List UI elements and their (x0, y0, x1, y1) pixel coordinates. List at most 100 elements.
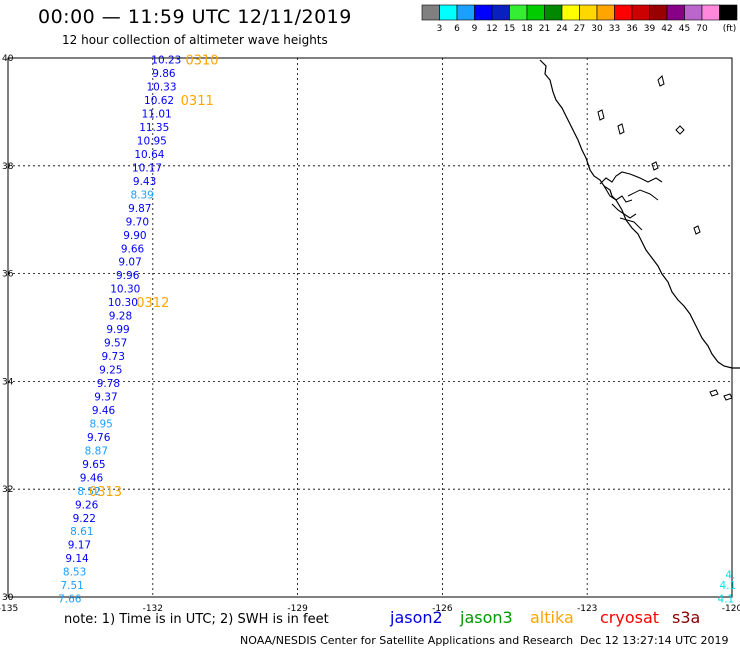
wave-height-value: 9.25 (99, 365, 122, 377)
legend-swatch (614, 4, 633, 21)
time-mark: 0313 (89, 485, 122, 500)
wave-height-value: 9.22 (73, 513, 96, 525)
channel-island-b (723, 393, 733, 401)
delta-outline (619, 189, 659, 231)
wave-height-value: 8.87 (85, 445, 108, 457)
reservoir-d (651, 161, 659, 171)
coastline (539, 59, 740, 401)
wave-height-value: 10.30 (108, 297, 138, 309)
sf-bay-outline (599, 171, 663, 219)
lat-tick-label: 30 (2, 593, 14, 603)
legend-swatch (719, 4, 738, 21)
map-grid: -135 -132 -129 -126 -123 -120 40 38 36 34 32 30 (0, 54, 740, 614)
lon-tick-label: -126 (432, 604, 453, 614)
wave-height-value: 10.17 (132, 162, 162, 174)
wave-height-value: 11.01 (142, 109, 172, 121)
legend-swatch (649, 4, 668, 21)
legend-label: 27 (574, 24, 585, 34)
legend-swatch (701, 4, 720, 21)
time-mark: 0310 (185, 54, 218, 69)
legend-swatch (684, 4, 703, 21)
wave-height-value: 8.61 (70, 526, 93, 538)
lat-tick-label: 40 (2, 54, 14, 64)
sat-s3a: s3a (672, 608, 701, 627)
legend-label: 3 (437, 24, 443, 34)
legend-swatch (421, 4, 440, 21)
wave-height-value: 9.87 (128, 203, 151, 215)
edge-values: 4.4.14.1 (718, 569, 737, 605)
time-mark: 0311 (181, 94, 214, 109)
legend-label: 15 (504, 24, 515, 34)
legend-label: 24 (556, 24, 568, 34)
chart-title: 00:00 — 11:59 UTC 12/11/2019 (38, 6, 352, 28)
edge-wave-value: 4. (725, 569, 735, 581)
reservoir-b (597, 109, 605, 121)
legend-label: 36 (626, 24, 638, 34)
sat-altika: altika (530, 608, 574, 627)
legend-label: 70 (696, 24, 708, 34)
altimeter-track: 10.239.8610.3310.6211.0111.3510.9510.641… (58, 55, 181, 606)
legend-swatch (526, 4, 545, 21)
wave-height-value: 9.43 (133, 176, 156, 188)
wave-height-value: 9.86 (152, 68, 176, 80)
lon-tick-label: -123 (577, 604, 597, 614)
wave-height-value: 9.46 (92, 405, 116, 417)
sat-jason3: jason3 (460, 608, 513, 627)
sat-jason2: jason2 (390, 608, 443, 627)
wave-height-value: 8.52 (77, 486, 100, 498)
footer-note: note: 1) Time is in UTC; 2) SWH is in fe… (64, 612, 329, 627)
wave-height-value: 9.28 (109, 311, 132, 323)
lat-tick-label: 34 (2, 377, 14, 387)
credit-line: NOAA/NESDIS Center for Satellite Applica… (240, 634, 574, 647)
reservoir-a (657, 75, 665, 87)
wave-height-value: 10.23 (151, 55, 181, 67)
wave-height-value: 9.57 (104, 338, 127, 350)
time-marks: 0310 0311 0312 0313 (89, 54, 219, 500)
lake-tahoe (675, 125, 685, 135)
lat-tick-label: 38 (2, 162, 14, 172)
wave-height-value: 10.30 (110, 284, 140, 296)
legend-swatch (631, 4, 650, 21)
legend-label: 6 (454, 24, 460, 34)
lat-tick-label: 32 (2, 485, 13, 495)
chart-subtitle: 12 hour collection of altimeter wave hei… (62, 33, 328, 47)
legend-swatch (474, 4, 493, 21)
wave-height-value: 8.39 (130, 189, 153, 201)
wave-height-value: 9.76 (87, 432, 111, 444)
wave-height-value: 9.73 (102, 351, 125, 363)
wave-height-value: 11.35 (139, 122, 169, 134)
legend-label: 9 (472, 24, 478, 34)
legend-label: 39 (644, 24, 656, 34)
wave-height-value: 9.78 (97, 378, 120, 390)
legend-label: 12 (486, 24, 497, 34)
wave-height-value: 9.65 (82, 459, 105, 471)
wave-height-value: 9.66 (121, 243, 145, 255)
sat-cryosat: cryosat (600, 608, 660, 627)
legend-swatch (491, 4, 510, 21)
wave-height-value: 9.37 (94, 391, 117, 403)
wave-height-value: 9.46 (80, 472, 104, 484)
legend-label: 30 (591, 24, 603, 34)
wave-height-value: 10.95 (137, 135, 167, 147)
legend-swatch (596, 4, 615, 21)
wave-height-value: 9.14 (65, 553, 89, 565)
legend-label: 45 (679, 24, 690, 34)
map-frame (7, 57, 733, 598)
reservoir-e (693, 225, 701, 235)
lon-tick-label: -132 (143, 604, 163, 614)
wave-height-value: 8.53 (63, 567, 86, 579)
wave-height-value: 10.62 (144, 95, 174, 107)
wave-height-value: 9.90 (123, 230, 146, 242)
legend-label: 33 (609, 24, 620, 34)
legend-label: 18 (521, 24, 533, 34)
wave-height-value: 9.26 (75, 499, 99, 511)
wave-height-value: 7.51 (60, 580, 83, 592)
legend-swatch (666, 4, 685, 21)
legend-swatch (456, 4, 475, 21)
generation-timestamp: Dec 12 13:27:14 UTC 2019 (580, 634, 729, 647)
wave-height-value: 10.64 (134, 149, 164, 161)
wave-height-value: 9.96 (116, 270, 140, 282)
wave-height-value: 8.95 (89, 418, 112, 430)
edge-wave-value: 4.1 (719, 580, 736, 592)
